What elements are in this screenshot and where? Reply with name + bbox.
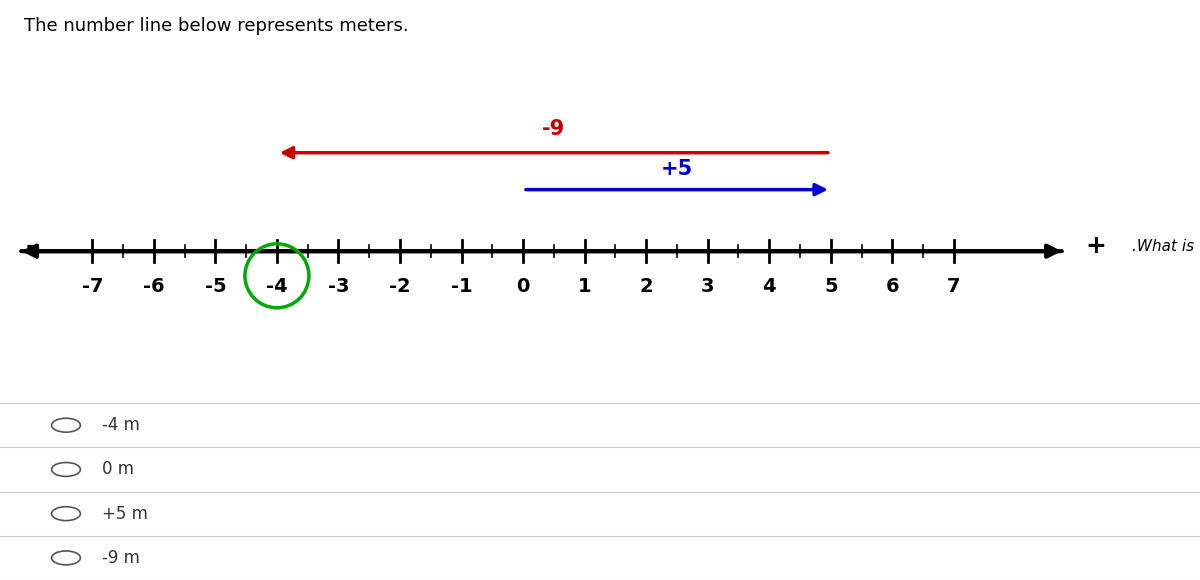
- Text: .What is the initial position?: .What is the initial position?: [1133, 239, 1200, 253]
- Text: The number line below represents meters.: The number line below represents meters.: [24, 17, 409, 35]
- Text: 2: 2: [640, 277, 653, 296]
- Text: -5: -5: [204, 277, 226, 296]
- Text: 5: 5: [824, 277, 838, 296]
- Text: -6: -6: [143, 277, 164, 296]
- Text: 0 m: 0 m: [102, 461, 134, 478]
- Text: 7: 7: [947, 277, 960, 296]
- Text: -3: -3: [328, 277, 349, 296]
- Text: -4 m: -4 m: [102, 416, 140, 434]
- Text: 1: 1: [578, 277, 592, 296]
- Text: -1: -1: [451, 277, 473, 296]
- Text: 0: 0: [516, 277, 529, 296]
- Text: 4: 4: [762, 277, 776, 296]
- Text: +5: +5: [661, 158, 694, 179]
- Text: 3: 3: [701, 277, 714, 296]
- Text: -: -: [25, 234, 36, 258]
- Text: -9: -9: [542, 119, 565, 139]
- Text: +: +: [1085, 234, 1106, 258]
- Text: -9 m: -9 m: [102, 549, 140, 567]
- Text: +5 m: +5 m: [102, 505, 148, 523]
- Text: -7: -7: [82, 277, 103, 296]
- Text: 6: 6: [886, 277, 899, 296]
- Text: -2: -2: [389, 277, 410, 296]
- Text: -4: -4: [266, 277, 288, 296]
